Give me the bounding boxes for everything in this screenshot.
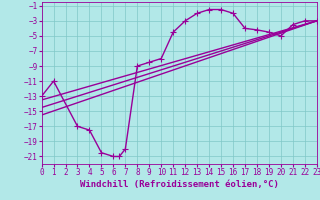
X-axis label: Windchill (Refroidissement éolien,°C): Windchill (Refroidissement éolien,°C) [80, 180, 279, 189]
